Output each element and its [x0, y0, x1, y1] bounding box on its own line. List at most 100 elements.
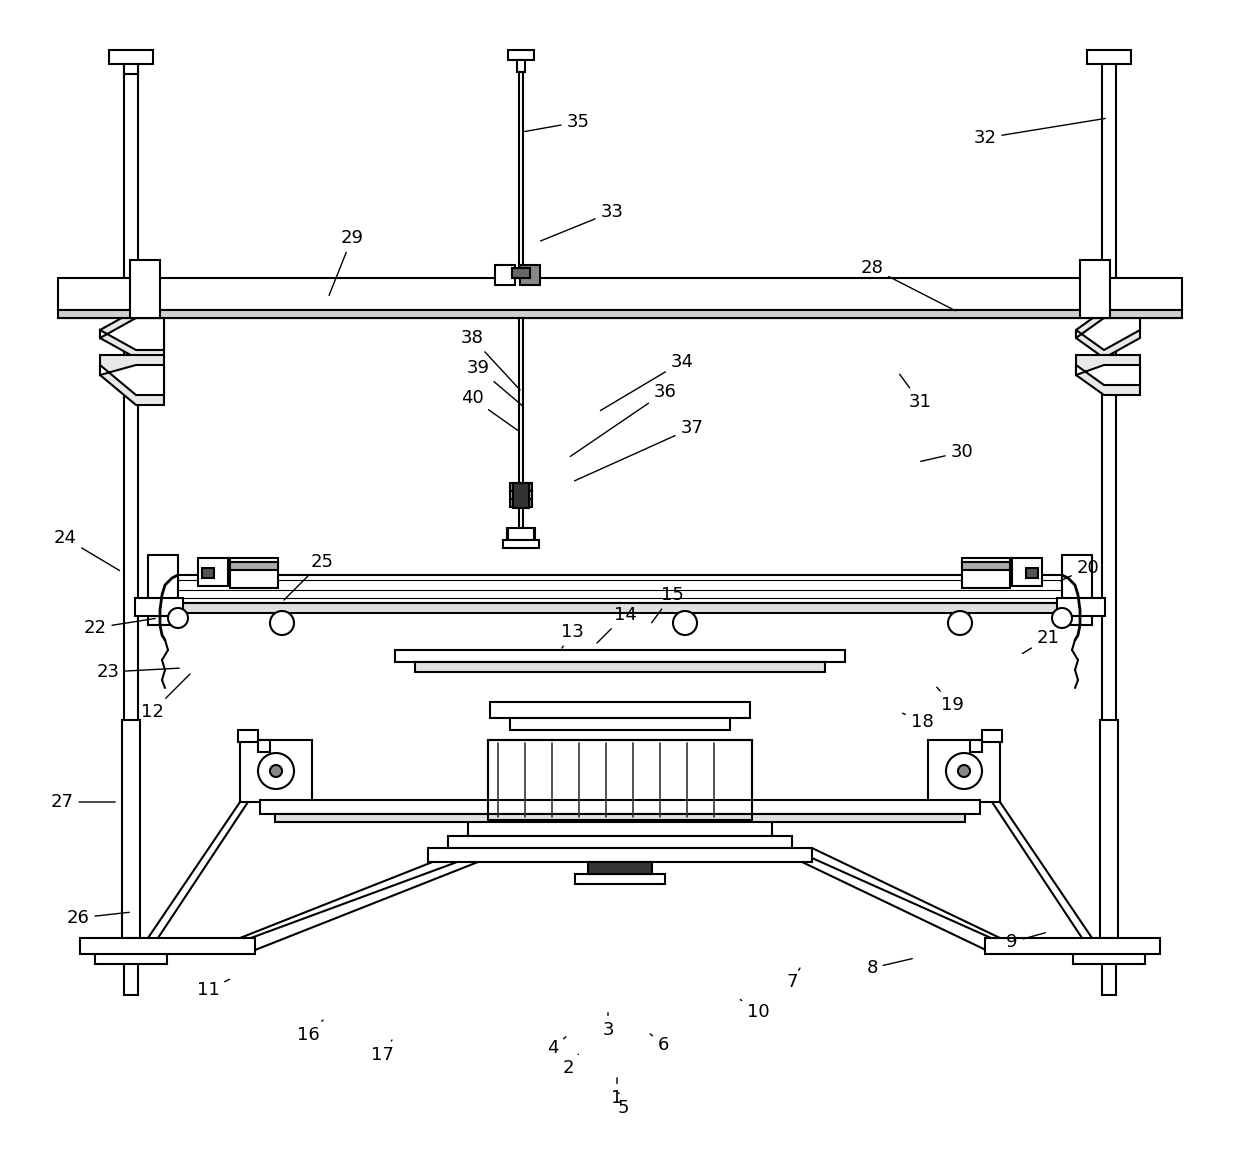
Bar [508, 49, 534, 60]
Text: 37: 37 [574, 419, 703, 481]
Bar [153, 603, 1087, 613]
Bar [1056, 599, 1105, 616]
Bar [241, 740, 312, 802]
Text: 8: 8 [867, 959, 913, 977]
Bar [507, 528, 534, 540]
Text: 38: 38 [460, 329, 520, 390]
Bar [109, 49, 153, 64]
Bar [428, 848, 812, 862]
Text: 17: 17 [371, 1041, 393, 1064]
Text: 31: 31 [900, 374, 931, 411]
Bar [396, 650, 844, 662]
Text: 3: 3 [603, 1013, 614, 1039]
Bar [503, 540, 539, 548]
Bar [229, 562, 278, 570]
Text: 10: 10 [740, 999, 769, 1021]
Text: 15: 15 [652, 586, 683, 623]
Text: 18: 18 [903, 712, 934, 731]
Bar [124, 55, 138, 994]
Circle shape [270, 765, 281, 777]
Circle shape [167, 608, 188, 628]
Bar [1025, 567, 1038, 578]
Text: 25: 25 [284, 552, 334, 600]
Bar [985, 938, 1159, 954]
Text: 6: 6 [650, 1034, 668, 1054]
Circle shape [1052, 608, 1073, 628]
Bar [489, 740, 751, 820]
Text: 34: 34 [600, 353, 693, 411]
Bar [1087, 49, 1131, 64]
Bar [512, 268, 529, 279]
Text: 4: 4 [547, 1037, 565, 1057]
Bar [928, 740, 999, 802]
Text: 11: 11 [197, 980, 229, 999]
Text: 5: 5 [618, 1092, 629, 1116]
Circle shape [946, 753, 982, 788]
Bar [124, 64, 138, 74]
Bar [448, 836, 792, 848]
Polygon shape [100, 318, 164, 350]
Circle shape [949, 611, 972, 635]
Bar [1100, 721, 1118, 938]
Bar [58, 279, 1182, 310]
Text: 36: 36 [570, 383, 677, 457]
Text: 24: 24 [53, 529, 119, 571]
Bar [520, 508, 523, 528]
Text: 33: 33 [541, 203, 624, 241]
Bar [148, 555, 179, 625]
Bar [510, 491, 532, 500]
Polygon shape [1076, 310, 1140, 358]
Bar [258, 740, 270, 752]
Bar [122, 721, 140, 938]
Bar [81, 938, 255, 954]
Bar [1012, 558, 1042, 586]
Bar [238, 730, 258, 742]
Bar [510, 483, 532, 491]
Text: 23: 23 [97, 663, 180, 681]
Polygon shape [1076, 318, 1140, 350]
Text: 9: 9 [1006, 932, 1045, 951]
Bar [130, 260, 160, 318]
Text: 35: 35 [525, 113, 589, 131]
Bar [1080, 260, 1110, 318]
Bar [260, 800, 980, 814]
Circle shape [258, 753, 294, 788]
Bar [415, 662, 825, 672]
Bar [198, 558, 228, 586]
Bar [962, 558, 1011, 588]
Circle shape [270, 611, 294, 635]
Bar [58, 310, 1182, 318]
Bar [513, 483, 529, 508]
Text: 1: 1 [611, 1077, 622, 1107]
Text: 27: 27 [51, 793, 115, 811]
Bar [510, 500, 532, 506]
Text: 30: 30 [921, 443, 973, 462]
Circle shape [673, 611, 697, 635]
Bar [520, 318, 523, 483]
Circle shape [959, 765, 970, 777]
Bar [202, 567, 215, 578]
Text: 7: 7 [786, 968, 800, 991]
Text: 2: 2 [562, 1054, 578, 1077]
Text: 40: 40 [460, 389, 518, 430]
Bar [495, 265, 515, 285]
Text: 19: 19 [936, 687, 963, 714]
Bar [95, 950, 167, 965]
Text: 16: 16 [296, 1020, 324, 1044]
Bar [510, 718, 730, 730]
Polygon shape [1076, 355, 1140, 395]
Text: 12: 12 [140, 674, 190, 721]
Text: 28: 28 [861, 259, 956, 311]
Polygon shape [100, 365, 164, 395]
Text: 39: 39 [466, 359, 523, 406]
Polygon shape [100, 310, 164, 358]
Bar [1102, 55, 1116, 994]
Text: 21: 21 [1022, 628, 1059, 654]
Bar [153, 576, 1087, 603]
Bar [490, 702, 750, 718]
Bar [489, 740, 751, 820]
Polygon shape [1076, 365, 1140, 384]
Bar [275, 814, 965, 822]
Bar [520, 73, 523, 268]
Polygon shape [100, 355, 164, 405]
